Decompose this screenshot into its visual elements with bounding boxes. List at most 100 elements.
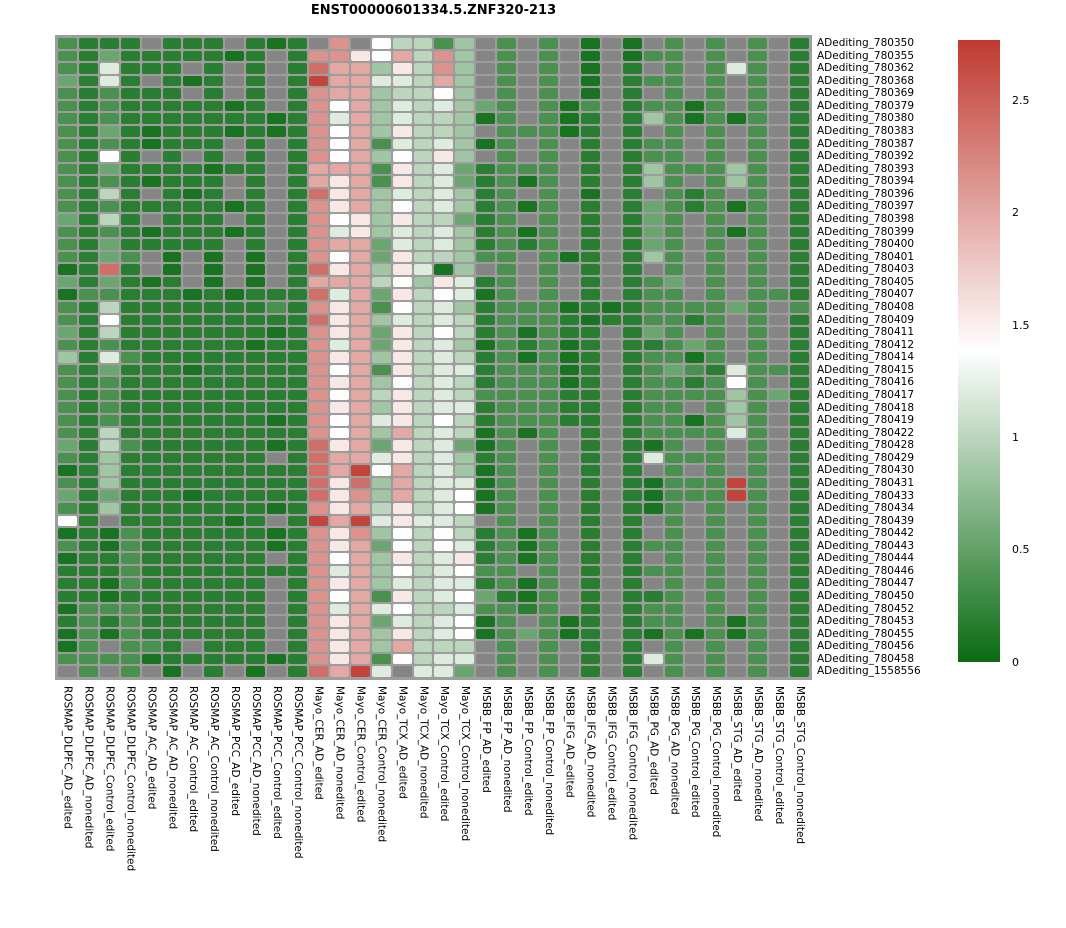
heatmap-cell [392,289,412,300]
heatmap-cell [455,327,475,338]
heatmap-cell [246,364,266,376]
heatmap-cell [308,452,328,464]
heatmap-cell [539,364,558,376]
heatmap-cell [706,339,726,351]
heatmap-cell [371,540,391,552]
heatmap-cell [288,427,307,439]
heatmap-cell [643,276,663,288]
heatmap-cell [559,251,579,263]
heatmap-cell [539,402,558,414]
heatmap-cell [58,276,77,288]
heatmap-cell [434,427,454,439]
heatmap-cell [141,125,161,137]
heatmap-cell [434,591,454,602]
heatmap-cell [392,565,412,577]
heatmap-cell [225,528,245,539]
column-label: ROSMAP_AC_Control_edited [187,686,200,833]
heatmap-cell [183,427,203,439]
heatmap-cell [539,176,558,187]
heatmap-cell [183,490,203,502]
heatmap-cell [455,427,475,439]
heatmap-cell [455,578,475,590]
heatmap-cell [601,553,621,564]
heatmap-cell [246,591,266,602]
heatmap-cell [225,653,245,665]
heatmap-cell [748,415,768,426]
heatmap-cell [601,452,621,464]
heatmap-cell [246,666,266,677]
heatmap-cell [643,440,663,451]
heatmap-cell [308,389,328,401]
heatmap-cell [748,477,768,489]
heatmap-cell [99,138,119,150]
heatmap-cell [497,565,517,577]
heatmap-cell [267,251,287,263]
heatmap-cell [769,138,789,150]
heatmap-cell [476,251,496,263]
heatmap-cell [434,201,454,212]
heatmap-cell [204,402,224,414]
heatmap-cell [371,352,391,363]
heatmap-cell [371,503,391,514]
heatmap-cell [392,477,412,489]
heatmap-cell [518,289,538,300]
heatmap-cell [413,377,433,388]
heatmap-cell [497,138,517,150]
heatmap-cell [350,213,370,225]
heatmap-cell [204,603,224,615]
heatmap-cell [643,427,663,439]
heatmap-cell [204,163,224,175]
heatmap-cell [392,440,412,451]
heatmap-cell [267,427,287,439]
heatmap-cell [99,327,119,338]
heatmap-cell [267,503,287,514]
heatmap-cell [308,63,328,74]
heatmap-cell [141,88,161,99]
heatmap-cell [664,603,684,615]
heatmap-cell [539,389,558,401]
heatmap-cell [288,226,307,238]
heatmap-cell [539,75,558,87]
heatmap-cell [685,327,705,338]
heatmap-cell [601,75,621,87]
heatmap-cell [308,490,328,502]
heatmap-cell [413,314,433,326]
heatmap-cell [120,63,140,74]
heatmap-cell [790,666,809,677]
heatmap-cell [748,578,768,590]
heatmap-cell [99,88,119,99]
heatmap-cell [204,528,224,539]
heatmap-cell [601,528,621,539]
heatmap-cell [246,113,266,124]
heatmap-cell [246,477,266,489]
heatmap-cell [392,603,412,615]
heatmap-cell [267,578,287,590]
heatmap-cell [497,63,517,74]
heatmap-cell [225,151,245,162]
heatmap-cell [601,653,621,665]
heatmap-cell [350,477,370,489]
heatmap-cell [162,377,182,388]
heatmap-cell [622,138,642,150]
heatmap-cell [329,226,349,238]
heatmap-cell [288,239,307,250]
heatmap-cell [476,138,496,150]
row-label: ADediting_780403 [817,263,914,276]
heatmap-cell [727,628,747,640]
heatmap-cell [643,591,663,602]
row-label: ADediting_780350 [817,37,914,50]
heatmap-cell [727,38,747,49]
heatmap-cell [78,515,98,527]
heatmap-cell [329,666,349,677]
colorbar-tick-label: 0 [1012,655,1019,669]
heatmap-cell [476,377,496,388]
heatmap-cell [559,226,579,238]
heatmap-cell [413,138,433,150]
heatmap-cell [246,50,266,62]
heatmap-cell [434,339,454,351]
heatmap-cell [204,88,224,99]
heatmap-cell [664,113,684,124]
heatmap-cell [518,151,538,162]
heatmap-cell [643,100,663,112]
heatmap-cell [434,515,454,527]
